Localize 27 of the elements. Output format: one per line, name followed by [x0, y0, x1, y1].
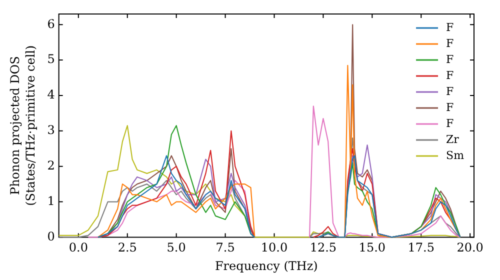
legend-label: F	[446, 68, 454, 82]
legend-label: F	[446, 84, 454, 98]
x-tick-label: 0.0	[68, 240, 88, 255]
x-tick-label: 15.0	[358, 240, 386, 255]
legend-label: F	[446, 100, 454, 114]
legend-label: Zr	[446, 132, 460, 146]
x-tick-label: 12.5	[310, 240, 337, 255]
legend-label: F	[446, 36, 454, 50]
x-axis-title: Frequency (THz)	[214, 258, 318, 273]
x-tick-label: 17.5	[408, 240, 434, 255]
legend-label: F	[446, 116, 454, 130]
y-tick-label: 3	[47, 123, 55, 138]
y-tick-label: 4	[47, 88, 56, 102]
y-tick-label: 6	[47, 16, 55, 31]
legend-label: F	[446, 20, 454, 34]
x-tick-label: 2.5	[118, 240, 137, 255]
y-tick-label: 1	[47, 194, 55, 208]
x-tick-label: 20.0	[456, 240, 484, 255]
x-tick-label: 10.0	[260, 240, 288, 255]
x-tick-label: 7.5	[216, 240, 235, 255]
y-axis-title: Phonon projected DOS (States/THz·primitive cell)	[8, 45, 38, 206]
y-tick-label: 2	[47, 158, 55, 172]
y-tick-label: 5	[47, 52, 55, 66]
legend-label: F	[446, 52, 454, 66]
y-tick-label: 0	[47, 229, 55, 244]
legend-label: Sm	[446, 148, 465, 162]
x-tick-label: 5.0	[166, 240, 186, 255]
